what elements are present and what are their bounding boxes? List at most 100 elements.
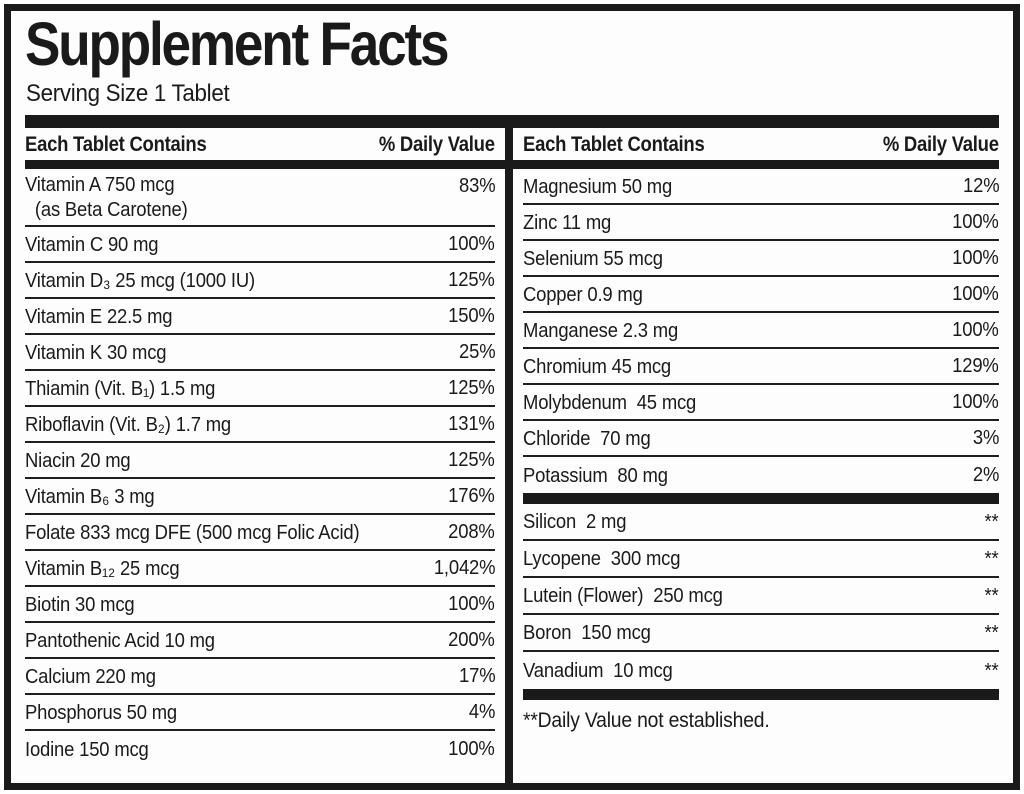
nutrient-name: Chromium 45 mcg <box>523 354 672 378</box>
nutrient-name: Molybdenum 45 mcg <box>523 390 697 414</box>
nutrient-value: 200% <box>448 628 496 651</box>
supplement-facts-label: Supplement Facts Serving Size 1 Tablet E… <box>4 4 1020 790</box>
serving-size: Serving Size 1 Tablet <box>26 80 230 107</box>
nutrient-value: 150% <box>448 304 496 327</box>
column-header-daily-value: % Daily Value <box>379 131 495 156</box>
nutrient-row: Vanadium 10 mcg ** <box>523 652 999 689</box>
nutrient-value: 83% <box>458 174 496 197</box>
nutrient-value: 100% <box>952 390 1000 413</box>
nutrient-row: Thiamin (Vit. B₁) 1.5 mg 125% <box>25 371 495 407</box>
nutrient-name: Pantothenic Acid 10 mg <box>25 628 215 652</box>
nutrient-row: Folate 833 mcg DFE (500 mcg Folic Acid) 2… <box>25 515 495 551</box>
header-underline-bar <box>513 160 999 169</box>
label-title: Supplement Facts <box>25 10 449 78</box>
nutrient-value: 100% <box>448 737 496 760</box>
right-column-header: Each Tablet Contains % Daily Value <box>523 128 999 160</box>
right-column: Each Tablet Contains % Daily Value Magne… <box>513 128 999 783</box>
nutrient-value: 1,042% <box>433 556 496 579</box>
nutrient-name: Boron 150 mcg <box>523 621 651 644</box>
nutrient-value: 100% <box>448 592 496 615</box>
nutrient-name: Lutein (Flower) 250 mcg <box>523 584 723 607</box>
nutrient-name: Iodine 150 mcg <box>25 737 149 761</box>
column-header-contains: Each Tablet Contains <box>25 131 207 156</box>
nutrient-name: Folate 833 mcg DFE (500 mcg Folic Acid) <box>25 520 360 544</box>
daily-value-footnote: **Daily Value not established. <box>523 709 770 732</box>
nutrient-row: Boron 150 mcg ** <box>523 615 999 652</box>
nutrient-value: 176% <box>448 484 496 507</box>
nutrient-value: 4% <box>468 700 495 723</box>
nutrient-row: Vitamin A 750 mcg (as Beta Carotene) 83% <box>25 169 495 227</box>
nutrient-name: Selenium 55 mcg <box>523 246 663 270</box>
nutrient-name: Chloride 70 mg <box>523 426 651 450</box>
nutrient-row: Biotin 30 mcg 100% <box>25 587 495 623</box>
nutrient-value: ** <box>984 620 999 644</box>
nutrient-name: Vitamin B₁₂ 25 mcg <box>25 556 180 580</box>
nutrient-row: Vitamin E 22.5 mg 150% <box>25 299 495 335</box>
nutrient-name: Thiamin (Vit. B₁) 1.5 mg <box>25 376 216 400</box>
nutrient-row: Niacin 20 mg 125% <box>25 443 495 479</box>
nutrient-name: Phosphorus 50 mg <box>25 700 178 724</box>
nutrient-row: Potassium 80 mg 2% <box>523 457 999 493</box>
nutrient-name: Zinc 11 mg <box>523 210 612 234</box>
nutrient-value: 125% <box>448 268 496 291</box>
nutrient-row: Vitamin B₆ 3 mg 176% <box>25 479 495 515</box>
nutrient-row: Vitamin B₁₂ 25 mcg 1,042% <box>25 551 495 587</box>
nutrient-row: Zinc 11 mg 100% <box>523 205 999 241</box>
nutrient-row: Phosphorus 50 mg 4% <box>25 695 495 731</box>
nutrient-value: 100% <box>952 210 1000 233</box>
nutrient-value: 100% <box>952 282 1000 305</box>
header-underline-bar <box>25 160 505 169</box>
nutrient-value: 125% <box>448 448 496 471</box>
left-column-header: Each Tablet Contains % Daily Value <box>25 128 495 160</box>
nutrient-row: Selenium 55 mcg 100% <box>523 241 999 277</box>
nutrient-value: 208% <box>448 520 496 543</box>
nutrient-value: 129% <box>952 354 1000 377</box>
nutrient-name: Silicon 2 mg <box>523 510 627 533</box>
nutrient-value: ** <box>984 509 999 533</box>
nutrient-row: Silicon 2 mg ** <box>523 504 999 541</box>
nutrient-name: Vitamin A 750 mcg (as Beta Carotene) <box>25 173 188 221</box>
nutrient-name: Vitamin K 30 mcg <box>25 340 167 364</box>
nutrient-name: Calcium 220 mg <box>25 664 156 688</box>
nutrient-row: Manganese 2.3 mg 100% <box>523 313 999 349</box>
nutrient-value: 100% <box>952 246 1000 269</box>
left-column: Each Tablet Contains % Daily Value Vitam… <box>25 128 505 783</box>
nutrient-name: Vitamin D₃ 25 mcg (1000 IU) <box>25 268 255 292</box>
nutrient-row: Molybdenum 45 mcg 100% <box>523 385 999 421</box>
nutrient-row: Riboflavin (Vit. B₂) 1.7 mg 131% <box>25 407 495 443</box>
nutrient-name: Magnesium 50 mg <box>523 174 673 198</box>
nutrient-row: Vitamin D₃ 25 mcg (1000 IU) 125% <box>25 263 495 299</box>
nutrient-row: Lutein (Flower) 250 mcg ** <box>523 578 999 615</box>
section-divider-bar <box>523 493 999 504</box>
nutrient-value: 17% <box>458 664 496 687</box>
nutrient-row: Iodine 150 mcg 100% <box>25 731 495 767</box>
nutrient-value: 25% <box>458 340 496 363</box>
nutrient-row: Vitamin K 30 mcg 25% <box>25 335 495 371</box>
nutrient-value: 100% <box>448 232 496 255</box>
nutrient-name: Vanadium 10 mcg <box>523 659 673 682</box>
nutrient-row: Chromium 45 mcg 129% <box>523 349 999 385</box>
right-column-rows-main: Magnesium 50 mg 12% Zinc 11 mg 100% Selenium… <box>523 169 999 493</box>
nutrient-value: ** <box>984 583 999 607</box>
nutrient-row: Lycopene 300 mcg ** <box>523 541 999 578</box>
nutrient-name: Vitamin E 22.5 mg <box>25 304 173 328</box>
nutrient-name: Lycopene 300 mcg <box>523 547 681 570</box>
nutrient-value: ** <box>984 658 999 682</box>
column-divider <box>505 128 513 783</box>
column-header-daily-value: % Daily Value <box>883 131 999 156</box>
nutrient-row: Chloride 70 mg 3% <box>523 421 999 457</box>
nutrient-name: Potassium 80 mg <box>523 463 668 487</box>
nutrient-name: Riboflavin (Vit. B₂) 1.7 mg <box>25 412 232 436</box>
nutrient-value: 100% <box>952 318 1000 341</box>
right-column-rows-no-dv: Silicon 2 mg ** Lycopene 300 mcg ** Lutein (… <box>523 504 999 689</box>
nutrient-name: Manganese 2.3 mg <box>523 318 679 342</box>
nutrient-value: 12% <box>962 174 1000 197</box>
nutrient-name: Biotin 30 mcg <box>25 592 135 616</box>
column-header-contains: Each Tablet Contains <box>523 131 705 156</box>
left-column-rows: Vitamin A 750 mcg (as Beta Carotene) 83% V… <box>25 169 495 767</box>
nutrient-value: 131% <box>448 412 496 435</box>
nutrient-name: Vitamin C 90 mg <box>25 232 159 256</box>
section-divider-bar <box>523 689 999 700</box>
nutrient-row: Calcium 220 mg 17% <box>25 659 495 695</box>
nutrient-name: Copper 0.9 mg <box>523 282 643 306</box>
